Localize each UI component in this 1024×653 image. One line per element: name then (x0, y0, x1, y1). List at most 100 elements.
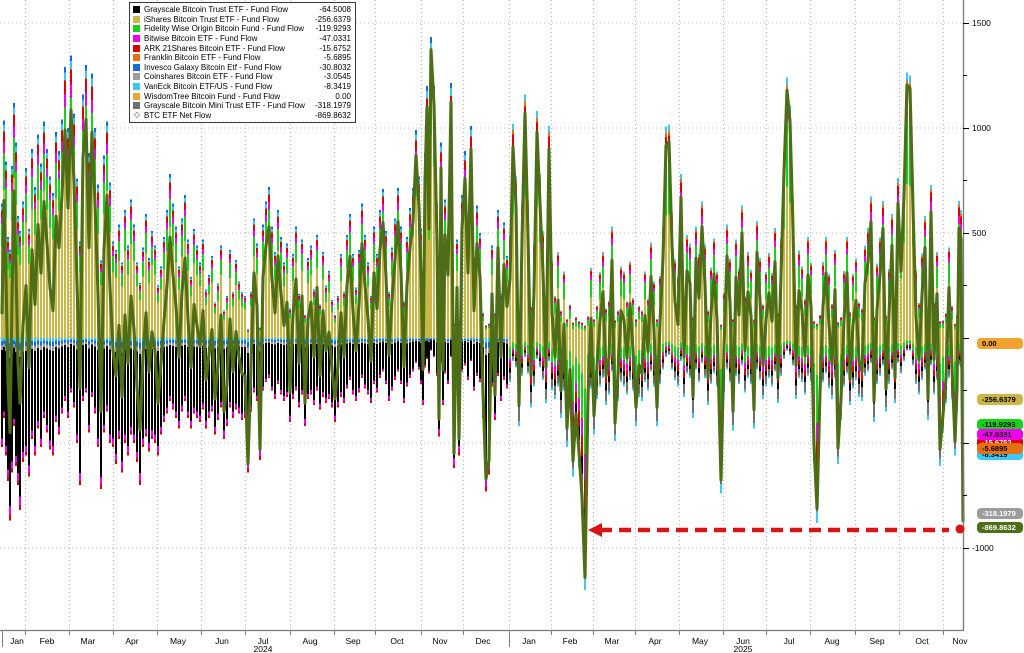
bar-segment (734, 244, 738, 251)
bar-segment (210, 346, 214, 406)
bar-segment (135, 341, 139, 347)
legend-row[interactable]: WisdomTree Bitcoin Fund - Fund Flow 0.00 (133, 91, 351, 101)
bar-segment (123, 212, 127, 217)
bar-segment (640, 380, 644, 388)
bar-segment (330, 300, 334, 301)
bar-segment (803, 303, 807, 306)
bar-segment (114, 341, 118, 347)
legend-row[interactable]: Coinshares Bitcoin ETF - Fund Flow -3.054… (133, 72, 351, 82)
bar-segment (180, 338, 184, 341)
bar-segment (441, 399, 445, 404)
bar-segment (384, 382, 388, 385)
bar-segment (336, 401, 340, 406)
bar-segment (294, 341, 298, 344)
bar-segment (60, 189, 64, 338)
bar-segment (607, 391, 611, 395)
bar-segment (664, 338, 668, 342)
bar-segment (153, 275, 157, 338)
legend-row[interactable]: ARK 21Shares Bitcoin ETF - Fund Flow -15.… (133, 43, 351, 53)
bar-segment (21, 215, 25, 222)
bar-segment (393, 342, 397, 377)
bar-segment (523, 355, 527, 357)
bar-segment (743, 389, 747, 393)
bar-segment (514, 351, 518, 355)
bar-segment (508, 362, 512, 368)
bar-segment (553, 313, 557, 338)
bar-segment (90, 342, 94, 345)
bar-segment (746, 254, 750, 257)
bar-segment (399, 343, 403, 381)
legend-row[interactable]: Bitwise Bitcoin ETF - Fund Flow -47.0331 (133, 34, 351, 44)
bar-segment (920, 361, 924, 367)
bar-segment (414, 196, 418, 338)
legend-row[interactable]: VanEck Bitcoin ETF/US - Fund Flow -8.3419 (133, 82, 351, 92)
bar-segment (393, 338, 397, 340)
legend-row[interactable]: iShares Bitcoin Trust ETF - Fund Flow -25… (133, 15, 351, 25)
bar-segment (821, 261, 825, 265)
bar-segment (366, 344, 370, 391)
bar-segment (348, 232, 352, 254)
bar-segment (222, 345, 226, 350)
series-swatch-icon (133, 83, 140, 91)
bar-segment (839, 319, 843, 321)
bar-segment (628, 269, 632, 275)
legend: Grayscale Bitcoin Trust ETF - Fund Flow -… (129, 2, 356, 124)
bar-segment (69, 388, 73, 391)
bar-segment (270, 228, 274, 233)
bar-segment (246, 352, 250, 462)
bar-segment (568, 351, 572, 368)
bar-segment (598, 370, 602, 376)
bar-segment (252, 388, 256, 391)
bar-segment (923, 216, 927, 220)
bar-segment (449, 88, 453, 96)
bar-segment (222, 311, 226, 313)
bar-segment (881, 205, 885, 208)
bar-segment (598, 360, 602, 366)
bar-segment (427, 370, 431, 373)
legend-row[interactable]: Fidelity Wise Origin Bitcoin Fund - Fund… (133, 24, 351, 34)
bar-segment (348, 339, 352, 341)
legend-row[interactable]: Franklin Bitcoin ETF - Fund Flow -5.6895 (133, 53, 351, 63)
bar-segment (571, 365, 575, 402)
bar-segment (443, 370, 447, 373)
bar-segment (779, 363, 783, 368)
bar-segment (911, 356, 915, 360)
bar-segment (664, 348, 668, 351)
bar-segment (610, 356, 614, 361)
bar-segment (42, 415, 46, 418)
bar-segment (628, 265, 632, 270)
bar-segment (935, 256, 939, 262)
bar-segment (288, 340, 292, 344)
bar-segment (917, 309, 921, 318)
bar-segment (535, 206, 539, 338)
bar-segment (920, 377, 924, 380)
bar-segment (21, 451, 25, 459)
bar-segment (60, 119, 64, 124)
bar-segment (767, 338, 771, 346)
legend-row[interactable]: ◇ BTC ETF Net Flow -869.8632 (133, 111, 351, 121)
bar-segment (204, 294, 208, 297)
bar-segment (902, 356, 906, 360)
bar-segment (746, 365, 750, 370)
bar-segment (616, 311, 620, 313)
bar-segment (375, 262, 379, 267)
bar-segment (938, 338, 942, 364)
bar-segment (63, 80, 67, 95)
bar-segment (758, 260, 762, 263)
bar-segment (709, 347, 713, 360)
legend-row[interactable]: Grayscale Bitcoin Trust ETF - Fund Flow -… (133, 5, 351, 15)
bar-segment (204, 421, 208, 426)
legend-series-value: 0.00 (335, 91, 351, 101)
bar-segment (228, 258, 232, 264)
legend-row[interactable]: Grayscale Bitcoin Mini Trust ETF - Fund … (133, 101, 351, 111)
bar-segment (135, 338, 139, 342)
bar-segment (348, 253, 352, 338)
bar-segment (162, 419, 166, 422)
month-label: Aug (302, 636, 317, 646)
bar-segment (740, 212, 744, 221)
legend-row[interactable]: Invesco Galaxy Bitcoin Etf - Fund Flow -3… (133, 63, 351, 73)
bar-segment (866, 274, 870, 338)
bar-segment (791, 338, 795, 344)
bar-segment (60, 411, 64, 414)
bar-segment (589, 267, 593, 270)
